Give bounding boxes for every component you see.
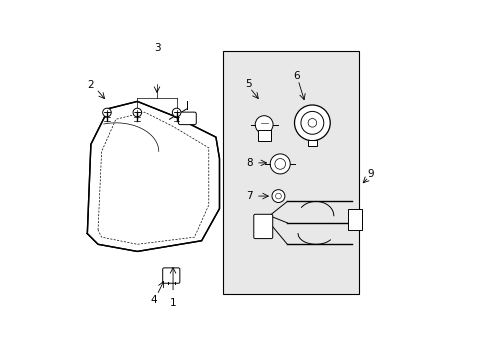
Text: 8: 8 — [246, 158, 253, 168]
Text: 7: 7 — [246, 191, 253, 201]
Circle shape — [271, 190, 285, 203]
Circle shape — [255, 116, 272, 134]
Text: 5: 5 — [244, 78, 251, 89]
Bar — [223, 51, 358, 294]
Text: 1: 1 — [169, 298, 176, 308]
Text: 4: 4 — [150, 295, 156, 305]
Circle shape — [172, 108, 181, 117]
Text: 3: 3 — [153, 43, 160, 53]
FancyBboxPatch shape — [253, 214, 272, 239]
Text: 6: 6 — [292, 71, 299, 81]
Circle shape — [133, 108, 142, 117]
Circle shape — [275, 193, 281, 199]
Bar — [347, 208, 362, 230]
Bar — [257, 130, 270, 141]
Text: 2: 2 — [87, 80, 93, 90]
Text: 9: 9 — [366, 168, 373, 179]
Circle shape — [300, 111, 323, 134]
Circle shape — [307, 118, 316, 127]
Circle shape — [294, 105, 329, 141]
FancyBboxPatch shape — [163, 268, 180, 283]
Polygon shape — [87, 102, 219, 251]
Bar — [307, 140, 316, 146]
Circle shape — [270, 154, 290, 174]
Circle shape — [274, 158, 285, 169]
Circle shape — [102, 108, 111, 117]
FancyBboxPatch shape — [178, 112, 196, 125]
